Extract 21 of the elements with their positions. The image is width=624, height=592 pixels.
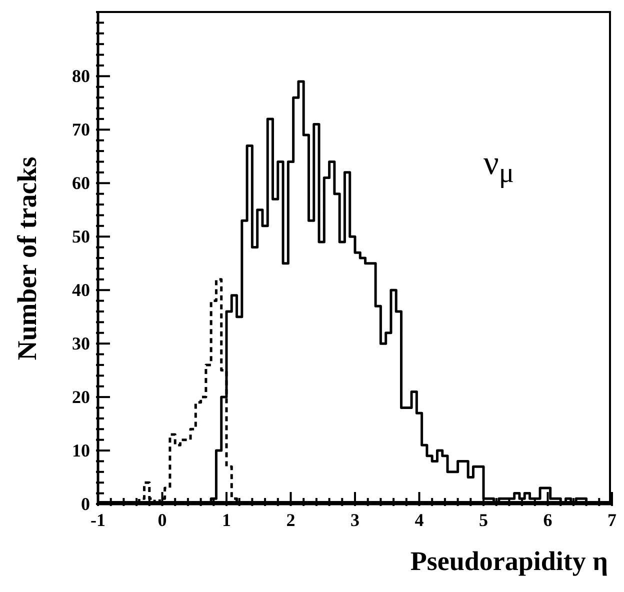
y-tick-label: 50	[72, 226, 90, 247]
y-tick-label: 70	[72, 120, 90, 140]
x-axis-title: Pseudorapidity η	[410, 546, 608, 576]
y-tick-label: 10	[72, 440, 90, 461]
y-tick-label: 40	[72, 280, 90, 300]
y-tick-label: 0	[81, 494, 90, 514]
annotation: ν$_{μ}$	[484, 144, 514, 190]
x-tick-label: 1	[222, 510, 231, 530]
x-tick-label: 0	[158, 510, 167, 530]
x-tick-label: 2	[286, 510, 296, 530]
x-tick-label: -1	[90, 510, 106, 530]
y-tick-label: 80	[72, 66, 90, 86]
y-tick-label: 60	[72, 173, 90, 194]
x-tick-label: 6	[543, 510, 552, 530]
x-tick-label: 3	[350, 510, 360, 530]
x-tick-label: 7	[608, 510, 616, 530]
y-axis-title: Number of tracks	[12, 156, 44, 360]
y-tick-label: 30	[72, 334, 90, 354]
y-tick-label: 20	[72, 387, 90, 408]
x-tick-label: 5	[479, 510, 488, 530]
x-tick-label: 4	[414, 510, 424, 530]
